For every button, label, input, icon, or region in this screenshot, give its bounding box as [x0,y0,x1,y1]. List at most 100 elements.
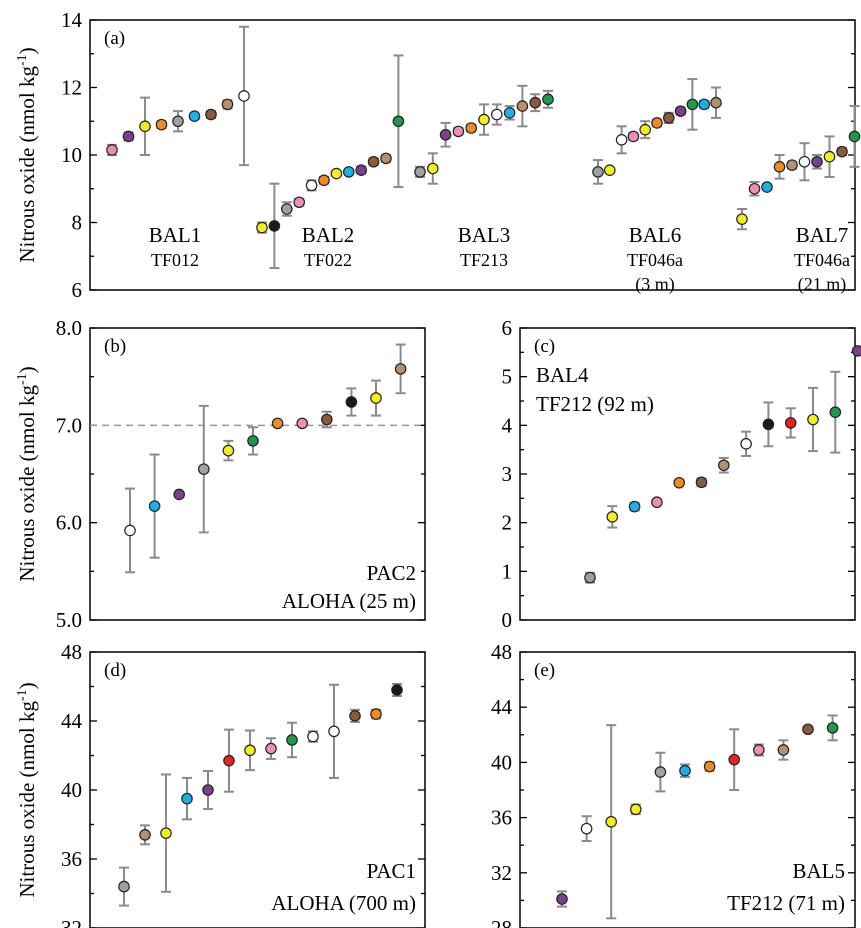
panel-e-data-point [802,723,814,736]
panel-e-data-point [728,753,740,766]
panel-a-data-point [748,182,761,195]
panel-b-data-point [247,435,259,447]
panel-d-data-point [391,684,403,696]
panel-b-site-sub: ALOHA (25 m) [282,589,416,613]
panel-a-data-point [639,123,651,136]
panel-a-data-point [238,90,250,102]
panel-a-data-point [355,164,367,176]
panel-d-ytick-label: 48 [61,640,82,664]
panel-b-panel-label: (b) [104,336,126,357]
panel-d-data-point [118,880,130,893]
panel-d-data-point [223,754,235,767]
panel-d-data-point [160,827,172,839]
panel-e-data-point [826,722,839,734]
panel-a-data-point [478,113,490,126]
panel-a-site-label: BAL6 [629,223,682,247]
panel-a-data-point [836,145,848,158]
panel-c-data-point [851,345,861,357]
panel-c-ytick-label: 1 [502,559,513,583]
panel-a-data-point [848,130,861,143]
panel-a-data-point [516,100,529,112]
panel-c-data-point [606,511,619,523]
panel-a-data-point [603,164,616,176]
panel-b-data-point [222,444,235,457]
panel-a-data-point [615,134,628,146]
panel-a-ytick-label: 14 [61,8,83,32]
panel-b-ytick-label: 7.0 [56,413,82,437]
panel-a-data-point [736,213,748,225]
panel-c-data-point [740,438,752,450]
panel-e: 28 32 36 40 44 48 (e) BAL5 TF212 (71 m) [491,640,856,928]
panel-a-ytick-label: 6 [72,278,83,302]
panel-c-panel-label: (c) [534,336,555,357]
panel-e-data-point [654,766,667,778]
panel-a-data-point [205,108,217,121]
panel-c-ytick-label: 6 [502,316,513,340]
panel-a-data-point [651,117,663,129]
panel-a-data-point [452,125,465,138]
panel-a-data-point [414,166,426,178]
y-axis-labels: Nitrous oxide (nmol kg-1) Nitrous oxide (… [15,47,39,897]
panel-a-data-point [503,107,516,119]
panel-d-ytick-label: 32 [61,916,82,928]
panel-c-data-point [762,418,775,431]
panel-c-ytick-label: 2 [502,511,513,535]
panel-b-data-point [124,524,136,537]
panel-a-data-point [686,98,699,111]
panel-a-data-point [221,98,234,111]
panel-e-data-point [629,803,642,816]
panel-d-panel-label: (d) [104,660,126,681]
panel-e-data-point [605,815,617,828]
panel-d-ytick-label: 44 [61,709,83,733]
panel-c-data-point [695,476,708,489]
panel-e-site-sub: TF212 (71 m) [727,891,845,915]
panel-b-data-point [320,413,333,426]
panel-d: 32 36 40 44 48 (d) PAC1 ALOHA (700 m) [61,640,426,928]
panel-a-site-label: BAL2 [302,223,355,247]
panel-c: 0 1 2 3 4 5 6 (c) BAL4 TF212 (92 m) [502,316,861,632]
panel-a-data-point [188,110,201,122]
panel-d-data-point [244,744,256,757]
panel-d-data-point [202,784,214,796]
panel-e-ytick-label: 28 [491,916,512,928]
panel-a-data-point [380,152,392,165]
panel-a-site-sub: TF046a [794,250,850,270]
panel-c-data-point [829,406,842,418]
y-axis-label: Nitrous oxide (nmol kg-1) [15,366,39,581]
panel-a-data-point [490,108,503,121]
panel-d-data-point [370,708,382,720]
panel-d-data-point [328,725,340,738]
panel-c-data-point [628,500,641,513]
panel-d-data-point [349,710,361,722]
panel-a-data-point [662,112,675,124]
panel-b-data-point [198,463,210,475]
panel-c-data-point [807,413,819,426]
panel-d-data-point [286,734,298,746]
panel-d-ytick-label: 40 [61,778,82,802]
panel-b-data-point [296,417,308,430]
panel-c-data-point [584,571,596,584]
panel-a-data-point [256,221,268,234]
panel-a-data-point [172,115,184,128]
panel-a-data-point [786,159,798,171]
panel-e-frame [519,651,856,928]
panel-a-data-point [280,203,293,215]
panel-c-data-point [784,417,797,429]
panel-a-site-sub: TF046a [627,250,683,270]
panel-b: 5.0 6.0 7.0 8.0 (b) PAC2 ALOHA (25 m) [56,316,426,632]
panel-c-data-point [717,459,730,472]
panel-a-data-point [698,98,710,111]
panel-a-ytick-label: 8 [72,211,83,235]
panel-c-data-point [651,496,663,509]
panel-d-site-label: PAC1 [367,859,416,883]
panel-a: 6 8 10 12 14 (a) BAL1 TF012 BAL2 TF022 BAL3 TF213 BA… [61,8,861,302]
panel-e-ytick-label: 48 [491,640,512,664]
panel-d-data-point [307,730,319,743]
panel-e-data-point [703,760,716,773]
panel-b-data-point [173,488,185,501]
panel-a-data-point [155,118,168,131]
panel-a-data-point [426,162,439,175]
panel-a-data-point [465,122,477,134]
panel-a-data-point [342,166,355,178]
panel-e-ytick-label: 32 [491,861,512,885]
